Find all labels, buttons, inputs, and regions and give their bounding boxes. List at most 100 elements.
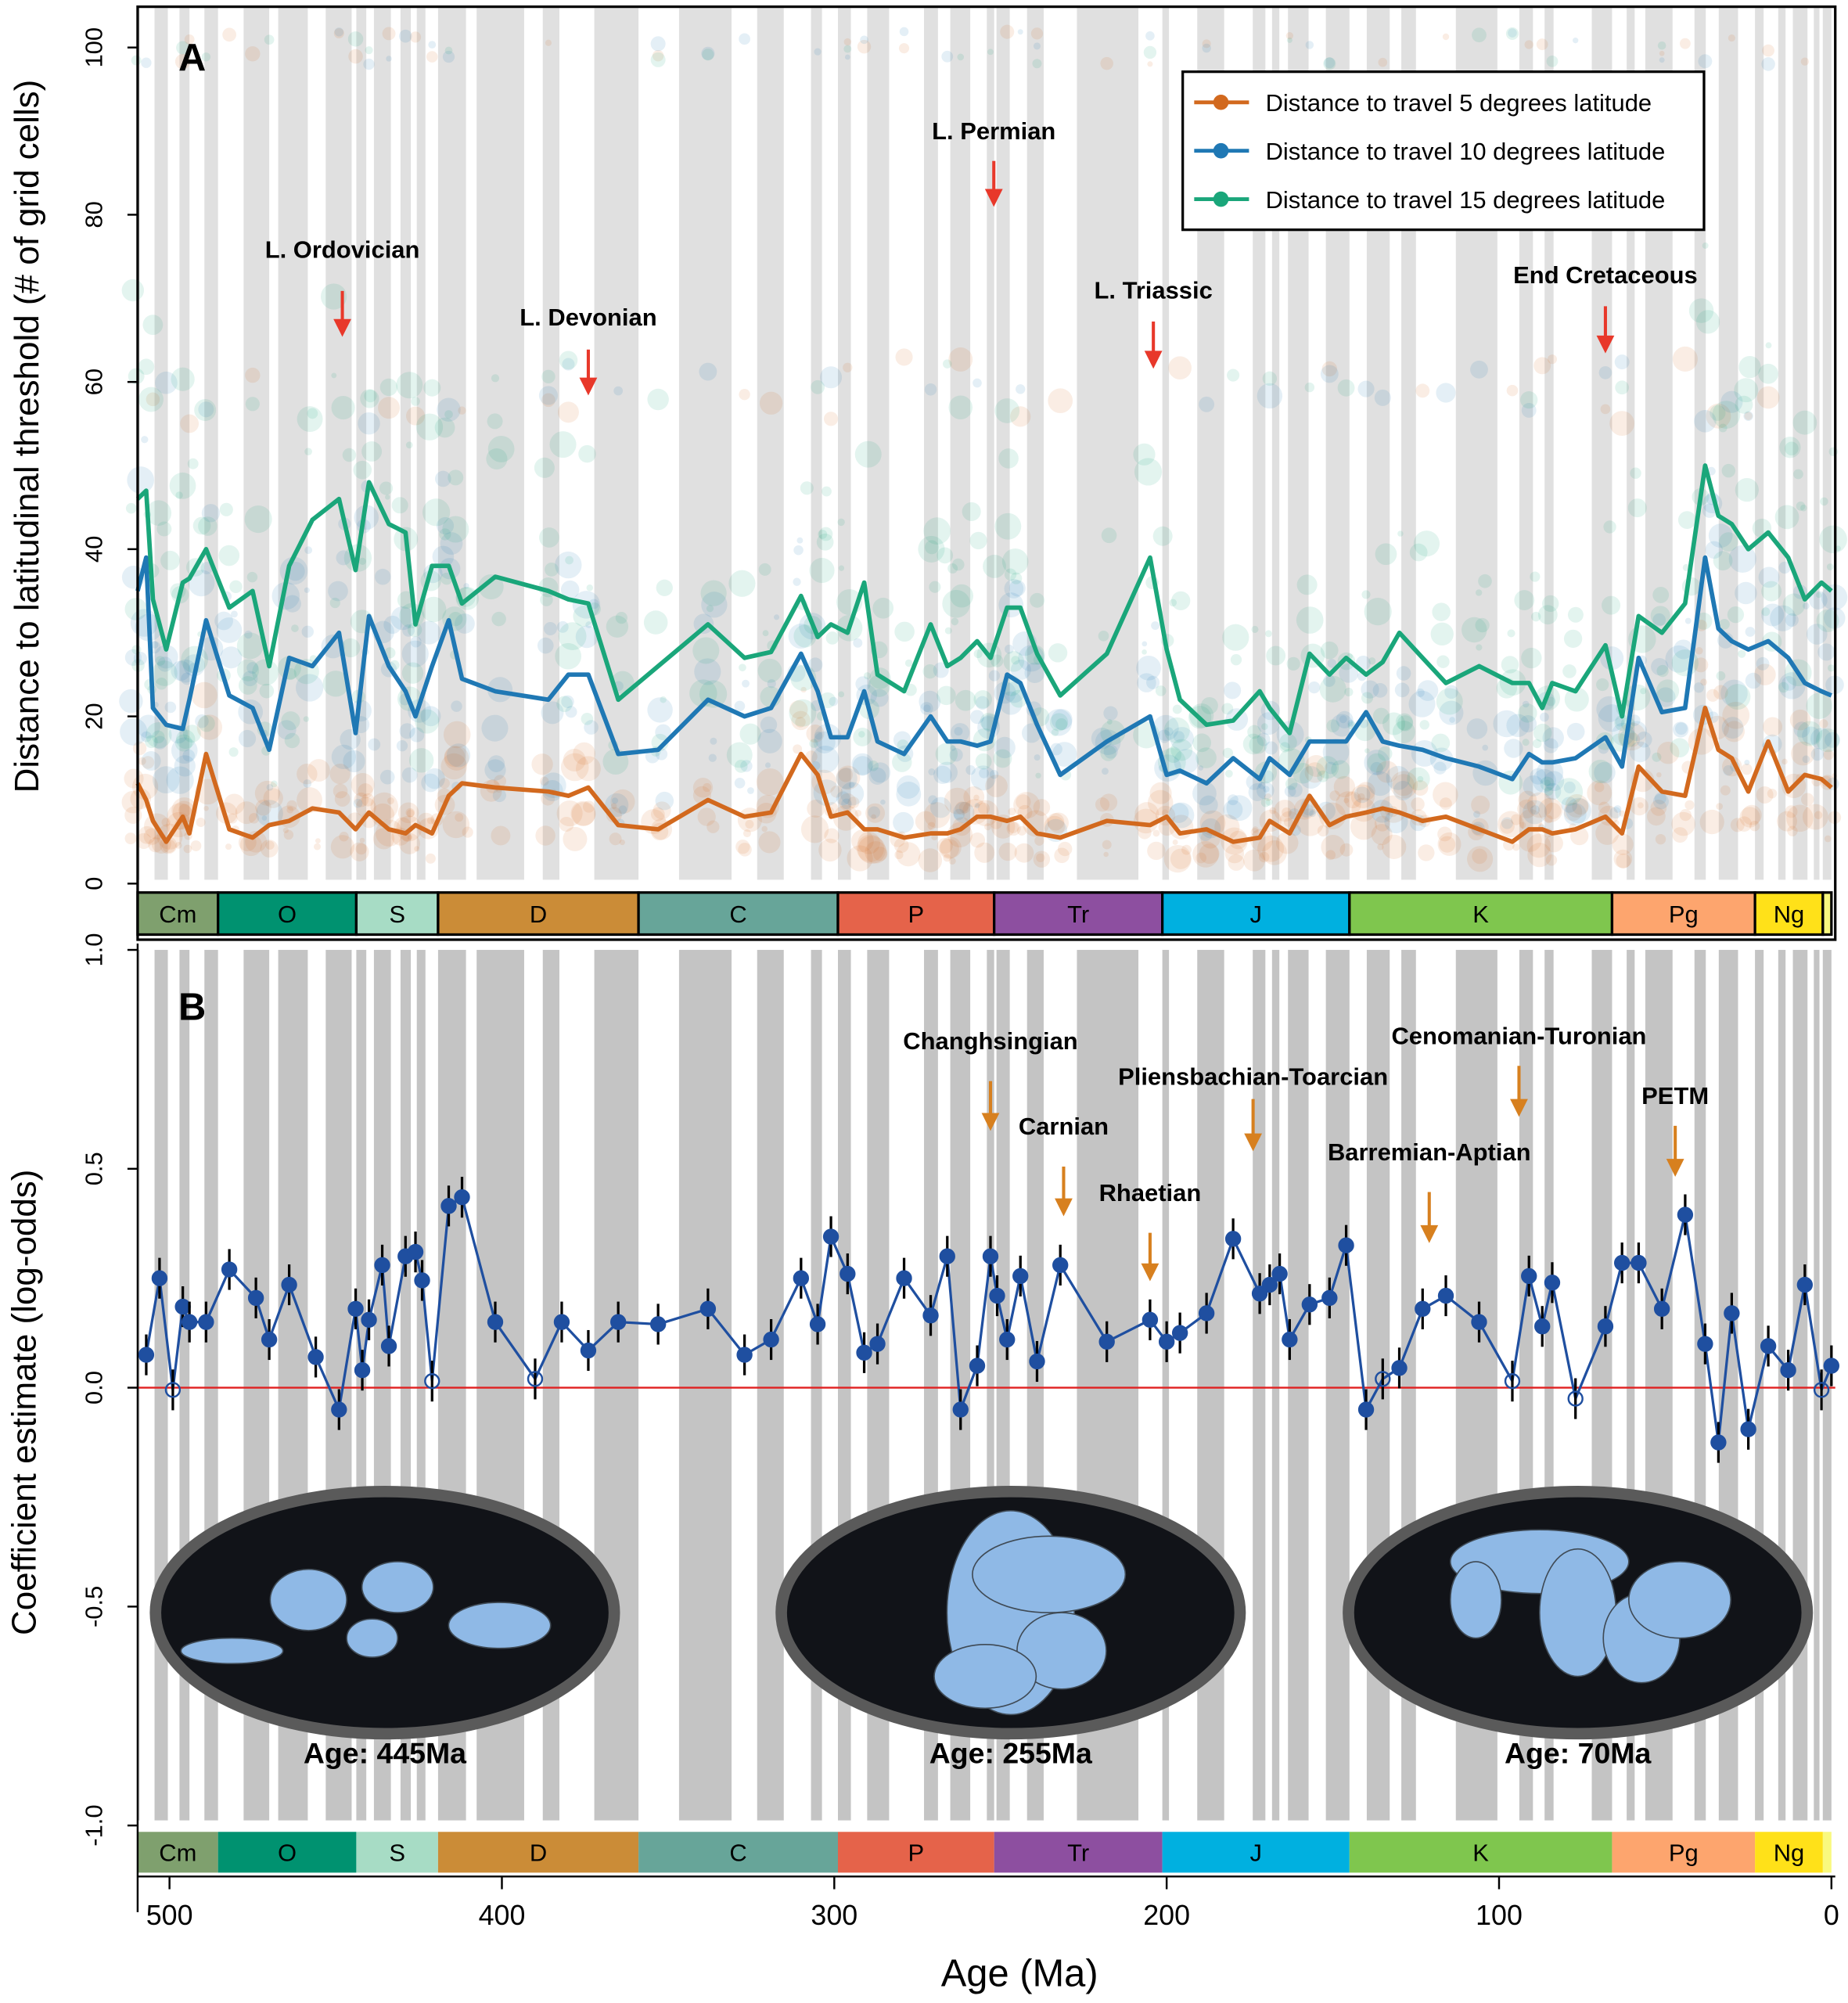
coefficient-point [407, 1243, 424, 1260]
occurrence-bubble [863, 672, 872, 680]
occurrence-bubble [829, 696, 839, 707]
coefficient-point [1251, 1286, 1268, 1302]
occurrence-bubble [1596, 678, 1609, 692]
period-label: C [729, 1839, 746, 1867]
coefficient-point [553, 1314, 570, 1330]
x-tick-label: 100 [1476, 1900, 1523, 1931]
occurrence-bubble [1720, 679, 1748, 707]
occurrence-bubble [271, 581, 300, 610]
occurrence-bubble [610, 803, 617, 810]
occurrence-bubble [1377, 843, 1384, 850]
occurrence-bubble [1540, 776, 1555, 791]
occurrence-bubble [390, 606, 415, 631]
map-age-label: Age: 255Ma [929, 1736, 1093, 1769]
occurrence-bubble [238, 729, 257, 748]
occurrence-bubble [840, 782, 865, 806]
occurrence-bubble [1033, 850, 1051, 868]
occurrence-bubble [216, 617, 243, 643]
occurrence-bubble [1626, 732, 1641, 747]
coefficient-point-nonsignificant [1567, 1390, 1584, 1407]
occurrence-bubble [998, 448, 1019, 469]
period-label: K [1472, 1839, 1489, 1867]
occurrence-bubble [1264, 630, 1272, 638]
occurrence-bubble [774, 614, 780, 620]
occurrence-bubble [329, 764, 351, 785]
occurrence-bubble [1260, 797, 1271, 807]
occurrence-bubble [1785, 613, 1799, 628]
coefficient-point [1780, 1362, 1796, 1379]
coefficient-point [221, 1261, 238, 1278]
period-bar-a: Cm O S D C P Tr J K Pg Ng [136, 891, 1833, 937]
occurrence-bubble [1001, 548, 1029, 575]
occurrence-bubble [1507, 629, 1515, 638]
occurrence-bubble [246, 571, 258, 583]
coefficient-point [307, 1349, 324, 1365]
occurrence-bubble [1390, 771, 1418, 799]
stage-band [757, 8, 784, 880]
occurrence-bubble [857, 831, 881, 854]
occurrence-bubble [545, 39, 552, 46]
continent [1628, 1561, 1731, 1639]
occurrence-bubble [814, 48, 822, 56]
occurrence-bubble [1304, 382, 1315, 393]
occurrence-bubble [201, 504, 221, 523]
x-tick-label: 300 [811, 1900, 857, 1931]
event-label: Pliensbachian-Toarcian [1118, 1063, 1388, 1091]
occurrence-bubble [944, 787, 971, 815]
occurrence-bubble [560, 753, 589, 782]
occurrence-bubble [1008, 580, 1026, 597]
stage-band [811, 8, 822, 880]
occurrence-bubble [291, 624, 299, 632]
occurrence-bubble [809, 558, 835, 584]
occurrence-bubble [407, 622, 422, 638]
occurrence-bubble [1170, 727, 1194, 751]
occurrence-bubble [825, 631, 840, 645]
arrow-down-icon [333, 318, 351, 337]
occurrence-bubble [935, 743, 958, 765]
occurrence-bubble [1501, 656, 1519, 674]
occurrence-bubble [138, 825, 156, 844]
occurrence-bubble [1050, 743, 1062, 756]
occurrence-bubble [198, 516, 218, 536]
coefficient-point [1321, 1289, 1338, 1307]
occurrence-bubble [192, 516, 211, 535]
occurrence-bubble [320, 283, 347, 310]
occurrence-bubble [304, 587, 310, 593]
occurrence-bubble [1519, 715, 1537, 733]
occurrence-bubble [1706, 403, 1731, 429]
occurrence-bubble [1789, 709, 1811, 731]
stage-band [437, 8, 466, 880]
coefficient-point [487, 1314, 504, 1330]
occurrence-bubble [196, 817, 206, 827]
occurrence-bubble [937, 837, 953, 854]
occurrence-bubble [128, 368, 145, 385]
occurrence-bubble [699, 362, 717, 381]
occurrence-bubble [1603, 520, 1616, 534]
period-Q [1821, 891, 1833, 937]
occurrence-bubble [740, 760, 753, 772]
occurrence-bubble [1252, 826, 1259, 833]
occurrence-bubble [857, 836, 886, 864]
occurrence-bubble [1397, 530, 1404, 537]
occurrence-bubble [1103, 851, 1109, 858]
occurrence-bubble [933, 765, 952, 785]
occurrence-bubble [1195, 747, 1217, 768]
occurrence-bubble [576, 756, 601, 782]
occurrence-bubble [1415, 383, 1430, 398]
occurrence-bubble [1279, 742, 1290, 753]
occurrence-bubble [1609, 411, 1635, 437]
occurrence-bubble [1728, 34, 1735, 42]
occurrence-bubble [339, 832, 349, 842]
occurrence-bubble [1364, 748, 1370, 753]
occurrence-bubble [141, 756, 155, 769]
occurrence-bubble [924, 802, 951, 829]
occurrence-bubble [693, 613, 714, 635]
occurrence-bubble [1814, 811, 1823, 820]
occurrence-bubble [540, 776, 549, 786]
occurrence-bubble [844, 54, 850, 60]
coefficient-point [609, 1314, 627, 1330]
occurrence-bubble [1614, 354, 1630, 370]
coefficient-point [1710, 1434, 1727, 1451]
occurrence-bubble [1723, 765, 1734, 776]
coefficient-point [840, 1265, 856, 1282]
